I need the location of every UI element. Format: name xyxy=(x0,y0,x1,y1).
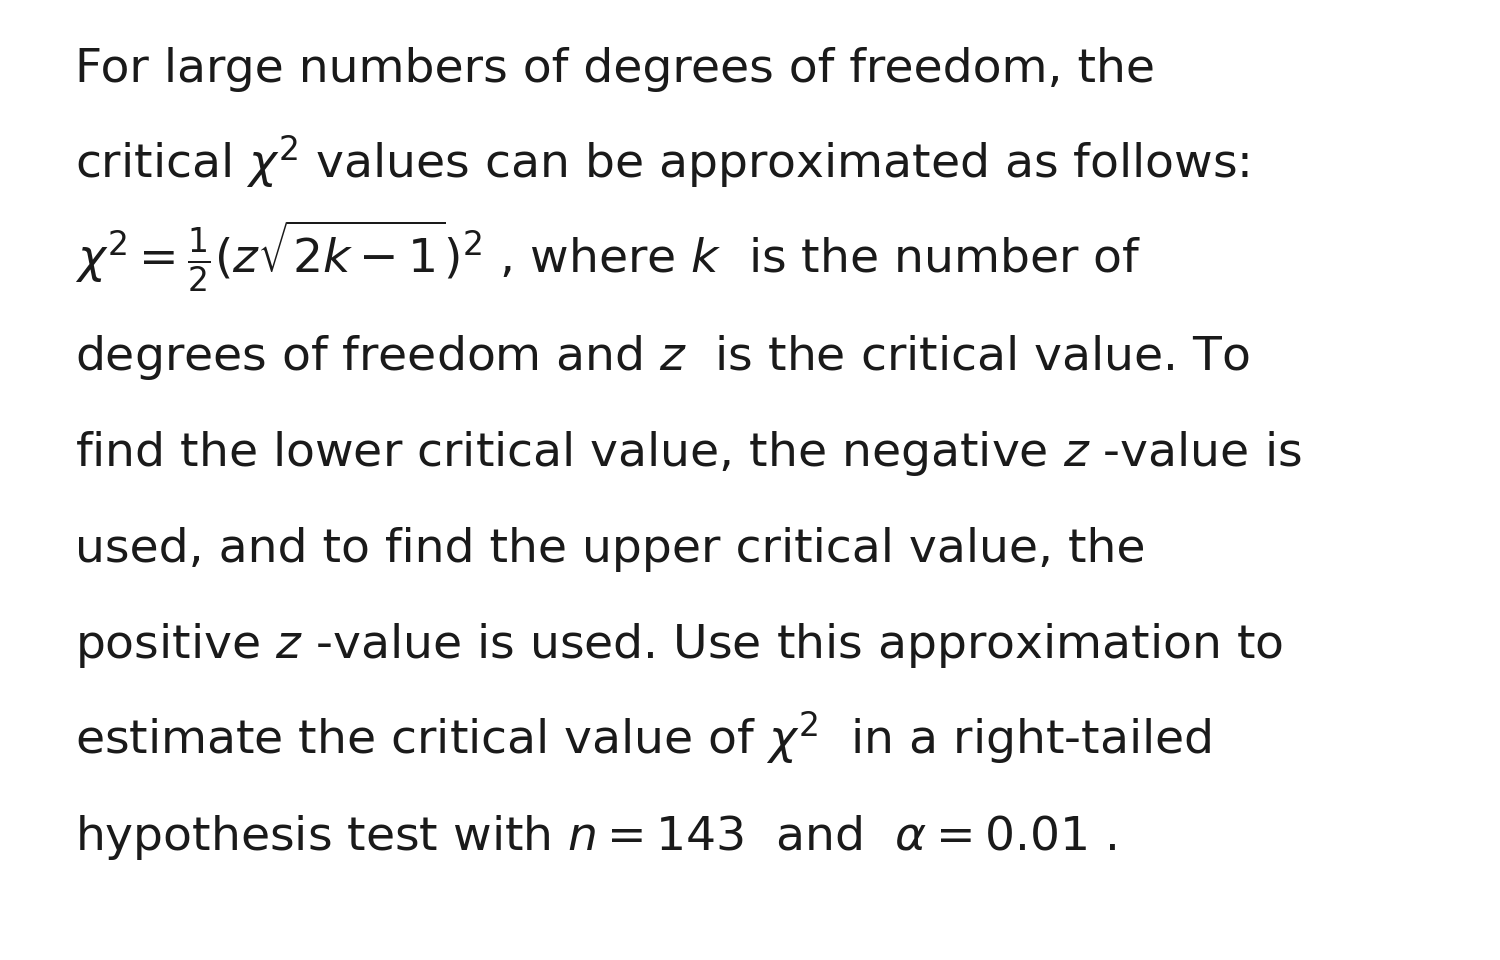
Text: $\chi^2 = \frac{1}{2}(z\sqrt{2k-1})^2$ , where $k$  is the number of: $\chi^2 = \frac{1}{2}(z\sqrt{2k-1})^2$ ,… xyxy=(75,219,1142,295)
Text: find the lower critical value, the negative $z$ -value is: find the lower critical value, the negat… xyxy=(75,428,1302,477)
Text: estimate the critical value of $\chi^2$  in a right-tailed: estimate the critical value of $\chi^2$ … xyxy=(75,709,1212,766)
Text: used, and to find the upper critical value, the: used, and to find the upper critical val… xyxy=(75,527,1146,571)
Text: For large numbers of degrees of freedom, the: For large numbers of degrees of freedom,… xyxy=(75,47,1155,91)
Text: hypothesis test with $n = 143$  and  $\alpha = 0.01$ .: hypothesis test with $n = 143$ and $\alp… xyxy=(75,812,1116,862)
Text: degrees of freedom and $z$  is the critical value. To: degrees of freedom and $z$ is the critic… xyxy=(75,332,1249,382)
Text: positive $z$ -value is used. Use this approximation to: positive $z$ -value is used. Use this ap… xyxy=(75,620,1282,670)
Text: critical $\chi^2$ values can be approximated as follows:: critical $\chi^2$ values can be approxim… xyxy=(75,133,1249,190)
